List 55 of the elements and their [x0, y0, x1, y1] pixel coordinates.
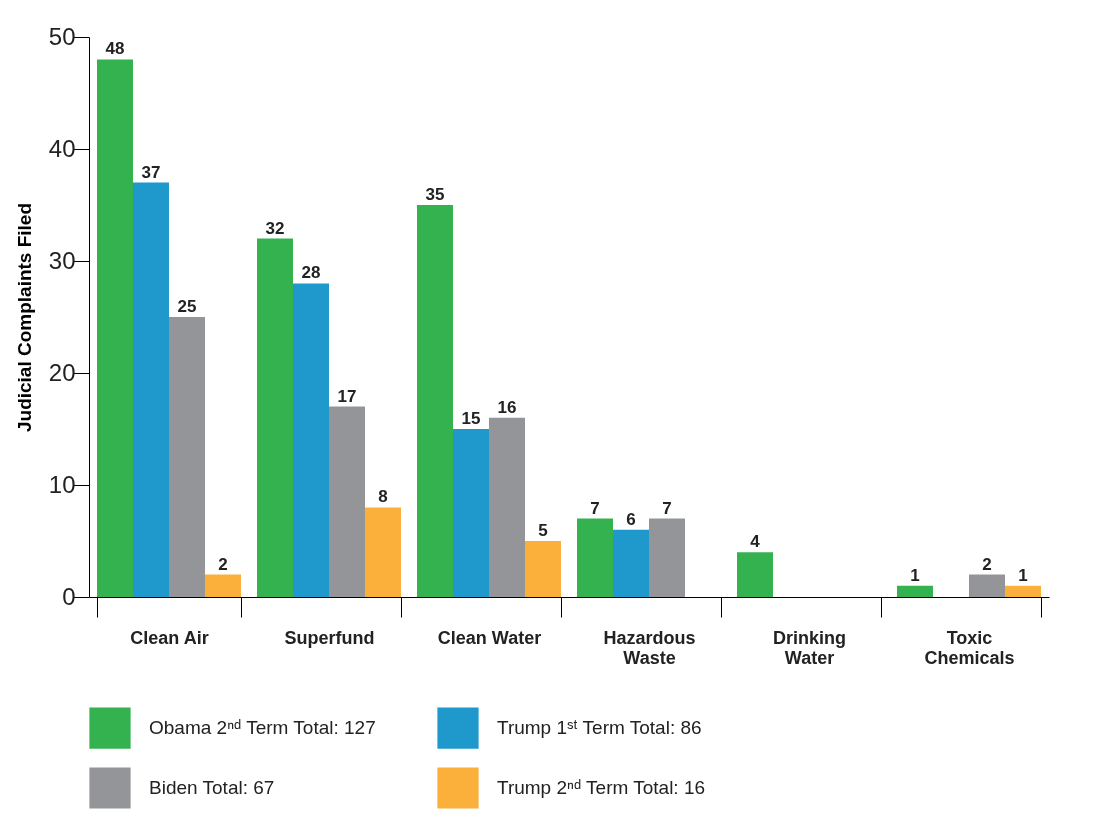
data-label: 2: [218, 554, 228, 574]
bar: [1005, 585, 1041, 597]
data-label: 35: [425, 185, 445, 204]
bar: [365, 507, 401, 597]
data-label: 48: [105, 39, 125, 59]
bar: [453, 429, 489, 597]
y-axis-title: Judicial Complaints Filed: [13, 202, 35, 433]
data-label: 7: [590, 498, 600, 518]
data-label: 4: [750, 532, 761, 552]
data-label: 5: [538, 521, 548, 540]
y-tick-label: 20: [48, 358, 76, 386]
x-tick-label: Drinking Water: [772, 627, 847, 668]
bar: [205, 574, 241, 597]
bar: [293, 283, 329, 597]
data-label: 37: [141, 162, 161, 182]
bar: [169, 317, 205, 597]
bar: [417, 205, 453, 597]
x-tick-label: Clean Water: [437, 627, 542, 648]
legend-label: Trump 1ˢᵗ Term Total: 86: [497, 717, 702, 739]
bar: [525, 541, 561, 597]
data-label: 17: [337, 386, 357, 406]
bar: [329, 406, 365, 597]
data-label: 8: [378, 487, 388, 507]
data-label: 6: [626, 509, 636, 529]
bar: [969, 574, 1005, 597]
y-tick-label: 30: [48, 246, 76, 274]
bar: [97, 59, 133, 597]
data-label: 1: [1018, 565, 1028, 585]
legend-label: Trump 2ⁿᵈ Term Total: 16: [497, 777, 706, 798]
data-label: 1: [910, 565, 920, 585]
bar: [897, 585, 933, 597]
x-tick-label: Toxic Chemicals: [924, 627, 1015, 668]
bar: [133, 182, 169, 597]
y-tick-label: 50: [48, 22, 76, 50]
data-label: 32: [265, 218, 285, 238]
y-tick-label: 0: [62, 582, 76, 610]
x-tick-label: Superfund: [284, 627, 375, 648]
y-tick-label: 40: [48, 134, 76, 162]
data-label: 28: [301, 263, 321, 283]
data-label: 16: [497, 397, 517, 417]
legend-label: Biden Total: 67: [149, 777, 275, 798]
bar: [257, 238, 293, 597]
bar: [613, 529, 649, 597]
x-tick-label: Hazardous Waste: [603, 627, 696, 668]
bar: [577, 518, 613, 597]
bar: [737, 552, 773, 597]
bar: [649, 518, 685, 597]
y-tick-label: 10: [48, 470, 76, 498]
x-tick-label: Clean Air: [130, 627, 209, 648]
bar: [489, 417, 525, 597]
legend-label: Obama 2ⁿᵈ Term Total: 127: [149, 717, 376, 739]
data-label: 25: [177, 297, 197, 316]
data-label: 2: [982, 554, 992, 574]
data-label: 15: [461, 409, 481, 428]
data-label: 7: [662, 498, 672, 518]
